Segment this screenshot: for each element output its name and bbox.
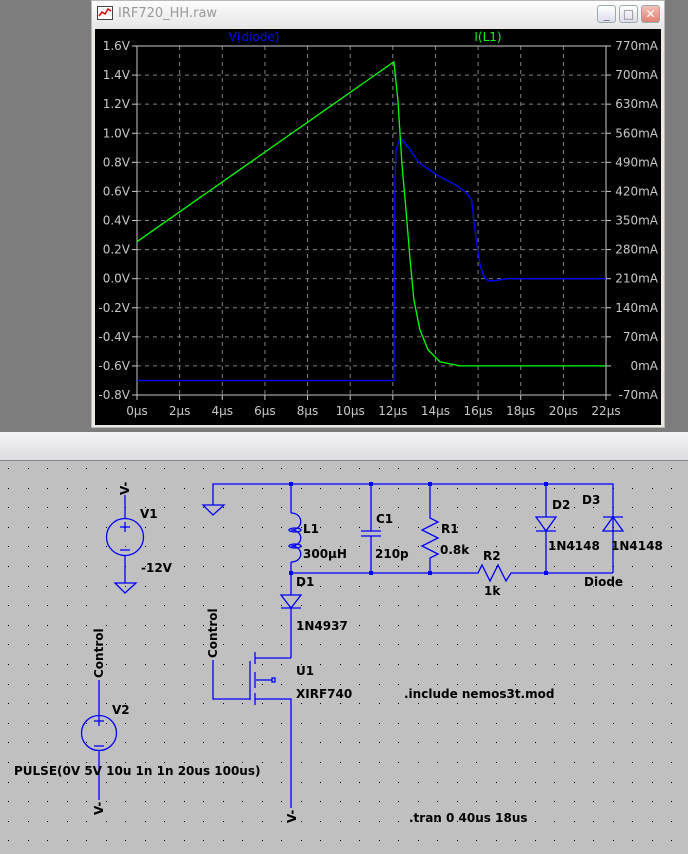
schematic-window-title-bar[interactable] <box>0 432 688 461</box>
x-tick-label: 22µs <box>591 404 620 418</box>
title-bar[interactable]: IRF720_HH.raw _ □ ✕ <box>92 1 664 28</box>
series-line-v-diode <box>137 136 606 382</box>
y-left-tick-label: 1.6V <box>103 39 131 53</box>
u1-name[interactable]: U1 <box>296 664 314 678</box>
y-right-tick-label: 770mA <box>615 39 659 53</box>
d2-name[interactable]: D2 <box>552 498 570 512</box>
waveform-plot[interactable]: 0µs 2µs 4µs 6µs 8µs 10µs 12µs 14µs 16µs 18µs 20µs 2… <box>0 0 688 430</box>
x-tick-label: 10µs <box>336 404 365 418</box>
u1-gate-net-label[interactable]: Control <box>206 608 220 658</box>
v2-value[interactable]: PULSE(0V 5V 10u 1n 1n 20us 100us) <box>14 764 260 778</box>
c1-name[interactable]: C1 <box>376 512 393 526</box>
y-left-tick-label: 1.4V <box>103 68 131 82</box>
v1-value[interactable]: -12V <box>141 561 173 575</box>
net-label-diode[interactable]: Diode <box>584 575 623 589</box>
d3-name[interactable]: D3 <box>582 493 600 507</box>
legend-i-l1[interactable]: I(L1) <box>474 30 501 44</box>
plot-background <box>95 29 661 425</box>
resistor-r2[interactable] <box>474 563 613 583</box>
y-left-tick-label: 0.0V <box>103 272 131 286</box>
y-right-tick-label: 140mA <box>615 301 659 315</box>
capacitor-c1[interactable] <box>361 484 381 573</box>
v1-name[interactable]: V1 <box>140 507 158 521</box>
y-left-tick-label: -0.6V <box>98 359 130 373</box>
x-tick-label: 16µs <box>464 404 493 418</box>
r2-name[interactable]: R2 <box>483 549 501 563</box>
diode-d1[interactable] <box>279 573 303 658</box>
y-right-tick-label: 700mA <box>615 68 659 82</box>
d3-value[interactable]: 1N4148 <box>611 539 663 553</box>
schematic-canvas[interactable]: V- V1 -12V L1 300µH C1 210p R1 0.8k R2 1… <box>0 461 688 854</box>
y-left-tick-label: -0.8V <box>98 388 130 402</box>
y-right-tick-label: 350mA <box>615 214 659 228</box>
minimize-button[interactable]: _ <box>597 5 616 23</box>
c1-value[interactable]: 210p <box>375 547 409 561</box>
include-directive[interactable]: .include nemos3t.mod <box>404 687 554 701</box>
maximize-button[interactable]: □ <box>619 5 638 23</box>
r1-name[interactable]: R1 <box>441 522 459 536</box>
diode-d3[interactable] <box>601 515 625 532</box>
y-right-tick-label: 420mA <box>615 184 659 198</box>
u1-source-net-label[interactable]: V- <box>285 810 299 823</box>
window-title: IRF720_HH.raw <box>118 6 218 21</box>
y-right-tick-label: 560mA <box>615 126 659 140</box>
x-tick-label: 20µs <box>549 404 578 418</box>
x-tick-label: 12µs <box>378 404 407 418</box>
y-right-tick-label: -70mA <box>619 388 659 402</box>
y-left-tick-label: 0.6V <box>103 184 131 198</box>
u1-value[interactable]: XIRF740 <box>296 687 352 701</box>
v2-name[interactable]: V2 <box>112 703 130 717</box>
diode-d2[interactable] <box>534 484 558 573</box>
x-tick-label: 0µs <box>126 404 148 418</box>
r2-value[interactable]: 1k <box>484 584 501 598</box>
y-right-tick-label: 490mA <box>615 155 659 169</box>
junctions <box>289 482 548 575</box>
y-right-tick-label: 70mA <box>623 330 659 344</box>
y-left-tick-label: 0.4V <box>103 214 131 228</box>
voltage-source-v2[interactable] <box>80 680 118 800</box>
l1-name[interactable]: L1 <box>303 522 319 536</box>
inductor-l1[interactable] <box>288 484 302 573</box>
x-tick-label: 18µs <box>506 404 535 418</box>
legend-v-diode[interactable]: V(diode) <box>229 30 280 44</box>
wire-top-rail[interactable] <box>212 483 614 573</box>
y-right-tick-label: 630mA <box>615 97 659 111</box>
y-left-tick-label: 0.2V <box>103 243 131 257</box>
voltage-source-v1[interactable] <box>105 495 145 594</box>
mosfet-u1[interactable] <box>212 652 292 808</box>
y-left-tick-label: 1.0V <box>103 126 131 140</box>
y-left-tick-label: -0.4V <box>98 330 130 344</box>
y-right-tick-label: 210mA <box>615 272 659 286</box>
v2-top-net-label[interactable]: Control <box>92 628 106 678</box>
d2-value[interactable]: 1N4148 <box>548 539 600 553</box>
series-line-i-l1 <box>136 60 606 367</box>
l1-value[interactable]: 300µH <box>303 547 347 561</box>
d1-name[interactable]: D1 <box>296 575 314 589</box>
schematic-background <box>0 461 688 854</box>
d1-value[interactable]: 1N4937 <box>296 619 348 633</box>
y-left-tick-label: 0.8V <box>103 155 131 169</box>
x-tick-label: 6µs <box>254 404 276 418</box>
y-left-tick-label: 1.2V <box>103 97 131 111</box>
y-right-tick-label: 0mA <box>630 359 658 373</box>
x-tick-label: 8µs <box>297 404 319 418</box>
tran-directive[interactable]: .tran 0 40us 18us <box>409 811 528 825</box>
r1-value[interactable]: 0.8k <box>440 543 470 557</box>
x-tick-label: 2µs <box>169 404 191 418</box>
v1-net-label[interactable]: V- <box>118 482 132 495</box>
ground-symbol <box>201 504 226 516</box>
close-button[interactable]: ✕ <box>641 5 660 23</box>
x-tick-label: 14µs <box>421 404 450 418</box>
y-right-tick-label: 280mA <box>615 243 659 257</box>
y-left-tick-label: -0.2V <box>98 301 130 315</box>
waveform-icon <box>97 6 113 20</box>
v2-bottom-net-label[interactable]: V- <box>92 802 106 815</box>
resistor-r1[interactable] <box>420 484 440 573</box>
x-tick-label: 4µs <box>212 404 234 418</box>
